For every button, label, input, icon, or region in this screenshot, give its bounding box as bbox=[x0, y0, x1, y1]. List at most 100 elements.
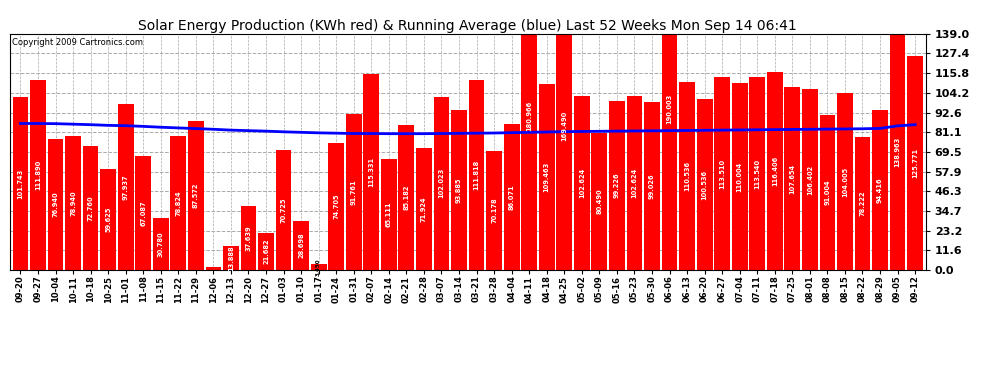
Text: 86.071: 86.071 bbox=[509, 184, 515, 210]
Text: 87.572: 87.572 bbox=[193, 183, 199, 209]
Text: 67.087: 67.087 bbox=[141, 200, 147, 226]
Bar bbox=[434, 97, 449, 270]
Text: 180.966: 180.966 bbox=[526, 101, 533, 131]
Text: 85.182: 85.182 bbox=[403, 185, 410, 210]
Text: 71.924: 71.924 bbox=[421, 196, 427, 222]
Bar bbox=[48, 139, 63, 270]
Bar bbox=[170, 136, 186, 270]
Bar bbox=[697, 99, 713, 270]
Bar bbox=[539, 84, 554, 270]
Text: 80.490: 80.490 bbox=[596, 189, 602, 214]
Text: 115.331: 115.331 bbox=[368, 157, 374, 187]
Bar bbox=[275, 150, 291, 270]
Text: 102.023: 102.023 bbox=[439, 168, 445, 198]
Bar bbox=[206, 267, 222, 270]
Text: 28.698: 28.698 bbox=[298, 233, 304, 258]
Text: 91.004: 91.004 bbox=[825, 180, 831, 206]
Text: 70.178: 70.178 bbox=[491, 198, 497, 223]
Text: 102.624: 102.624 bbox=[579, 168, 585, 198]
Bar bbox=[363, 74, 379, 270]
Bar bbox=[609, 101, 625, 270]
Bar bbox=[83, 146, 98, 270]
Bar bbox=[258, 233, 274, 270]
Bar bbox=[679, 82, 695, 270]
Bar bbox=[65, 136, 81, 270]
Bar bbox=[820, 116, 836, 270]
Bar bbox=[854, 137, 870, 270]
Text: 97.937: 97.937 bbox=[123, 174, 129, 200]
Text: 116.406: 116.406 bbox=[772, 156, 778, 186]
Text: 102.624: 102.624 bbox=[632, 168, 638, 198]
Bar bbox=[188, 121, 204, 270]
Bar bbox=[223, 246, 239, 270]
Text: 111.818: 111.818 bbox=[473, 160, 479, 190]
Text: 91.761: 91.761 bbox=[350, 179, 356, 205]
Bar bbox=[556, 0, 572, 270]
Bar bbox=[714, 77, 730, 270]
Bar bbox=[802, 89, 818, 270]
Bar bbox=[416, 148, 432, 270]
Bar bbox=[346, 114, 361, 270]
Text: 21.682: 21.682 bbox=[263, 239, 269, 264]
Text: 138.963: 138.963 bbox=[895, 137, 901, 167]
Bar bbox=[241, 206, 256, 270]
Text: 30.780: 30.780 bbox=[157, 231, 163, 256]
Bar bbox=[30, 80, 46, 270]
Bar bbox=[329, 143, 345, 270]
Text: 93.885: 93.885 bbox=[456, 177, 462, 203]
Text: 3.450: 3.450 bbox=[316, 258, 321, 276]
Bar bbox=[13, 97, 29, 270]
Text: 100.536: 100.536 bbox=[702, 170, 708, 200]
Text: 106.402: 106.402 bbox=[807, 165, 813, 195]
Bar bbox=[100, 169, 116, 270]
Bar bbox=[152, 217, 168, 270]
Text: 190.003: 190.003 bbox=[666, 93, 672, 124]
Bar bbox=[311, 264, 327, 270]
Text: Copyright 2009 Cartronics.com: Copyright 2009 Cartronics.com bbox=[12, 39, 143, 48]
Bar bbox=[522, 0, 537, 270]
Text: 109.463: 109.463 bbox=[544, 162, 549, 192]
Bar bbox=[890, 34, 906, 270]
Bar bbox=[591, 133, 607, 270]
Bar bbox=[838, 93, 852, 270]
Bar bbox=[907, 56, 923, 270]
Bar bbox=[486, 151, 502, 270]
Text: 94.416: 94.416 bbox=[877, 177, 883, 203]
Text: 78.824: 78.824 bbox=[175, 190, 181, 216]
Text: 65.111: 65.111 bbox=[386, 202, 392, 227]
Text: 101.743: 101.743 bbox=[18, 168, 24, 199]
Text: 110.004: 110.004 bbox=[737, 161, 742, 192]
Bar bbox=[749, 77, 765, 270]
Text: 104.005: 104.005 bbox=[842, 166, 848, 196]
Text: 125.771: 125.771 bbox=[912, 148, 918, 178]
Text: 72.760: 72.760 bbox=[87, 195, 94, 221]
Bar bbox=[399, 125, 414, 270]
Bar bbox=[644, 102, 660, 270]
Text: 113.540: 113.540 bbox=[754, 159, 760, 189]
Text: 169.490: 169.490 bbox=[561, 111, 567, 141]
Bar bbox=[732, 83, 747, 270]
Bar bbox=[872, 110, 888, 270]
Bar bbox=[136, 156, 151, 270]
Text: 13.888: 13.888 bbox=[228, 245, 234, 271]
Text: 70.725: 70.725 bbox=[280, 197, 286, 223]
Text: 78.222: 78.222 bbox=[859, 191, 865, 216]
Text: 110.536: 110.536 bbox=[684, 161, 690, 191]
Bar bbox=[468, 80, 484, 270]
Bar bbox=[118, 104, 134, 270]
Text: 113.510: 113.510 bbox=[719, 159, 725, 189]
Bar bbox=[293, 221, 309, 270]
Bar bbox=[767, 72, 783, 270]
Text: 111.890: 111.890 bbox=[35, 160, 41, 190]
Text: 107.654: 107.654 bbox=[789, 164, 795, 194]
Title: Solar Energy Production (KWh red) & Running Average (blue) Last 52 Weeks Mon Sep: Solar Energy Production (KWh red) & Runn… bbox=[139, 19, 797, 33]
Text: 59.625: 59.625 bbox=[105, 207, 111, 232]
Bar bbox=[451, 110, 467, 270]
Text: 99.226: 99.226 bbox=[614, 173, 620, 198]
Text: 37.639: 37.639 bbox=[246, 225, 251, 251]
Bar bbox=[661, 0, 677, 270]
Text: 78.940: 78.940 bbox=[70, 190, 76, 216]
Bar bbox=[504, 124, 520, 270]
Bar bbox=[784, 87, 800, 270]
Bar bbox=[627, 96, 643, 270]
